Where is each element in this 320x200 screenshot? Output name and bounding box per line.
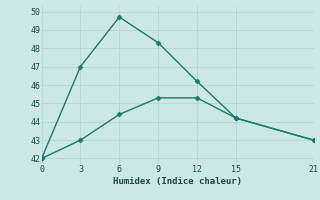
X-axis label: Humidex (Indice chaleur): Humidex (Indice chaleur) bbox=[113, 177, 242, 186]
